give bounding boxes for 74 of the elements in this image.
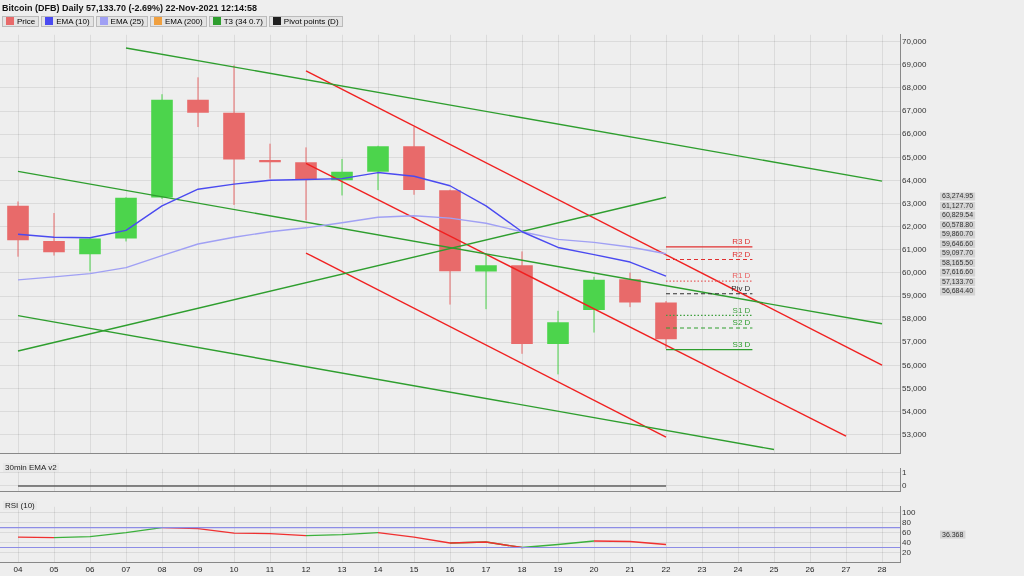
y-tick-label: 0 [902,481,907,491]
y-tick-label: 100 [902,507,916,517]
y-tick-label: 57,000 [902,337,928,347]
ref-line-label: S1 D [732,305,751,315]
x-tick-label: 04 [13,565,23,575]
x-tick-label: 06 [85,565,95,575]
y-tick-label: 64,000 [902,175,928,185]
legend-label: Pivot points (D) [283,16,339,26]
y-tick-label: 20 [902,547,912,557]
x-tick-label: 10 [229,565,239,575]
x-tick-label: 28 [877,565,887,575]
ref-line-label: R2 D [732,249,751,259]
chart-title: Bitcoin (DFB) Daily 57,133.70 (-2.69%) 22-Nov-2021 12:14:58 [2,2,258,15]
x-tick-label: 21 [625,565,635,575]
x-tick-label: 09 [193,565,203,575]
x-tick-label: 05 [49,565,59,575]
y-tick-label: 54,000 [902,406,928,416]
y-tick-label: 55,000 [902,383,928,393]
y-tick-label: 61,000 [902,244,928,254]
y-tick-label: 58,000 [902,314,928,324]
ref-line-label: R1 D [732,271,751,281]
y-tick-label: 60,000 [902,268,928,278]
candlestick [43,212,65,257]
x-tick-label: 20 [589,565,599,575]
y-tick-label: 62,000 [902,221,928,231]
legend-label: EMA (10) [56,16,90,26]
y-tick-label: 67,000 [902,106,928,116]
legend-label: EMA (200) [164,16,203,26]
ref-line-label: S3 D [732,339,751,349]
y-tick-label: 65,000 [902,152,928,162]
legend-label: Price [17,16,36,26]
candlestick [295,146,317,221]
candlestick [619,272,641,308]
y-tick-label: 40 [902,537,912,547]
chart-title: 30min EMA v2 [3,463,59,472]
y-tick-label: 69,000 [902,60,928,70]
candlestick [259,143,281,180]
y-tick-label: 80 [902,517,912,527]
candlestick [547,310,569,375]
x-tick-label: 08 [157,565,167,575]
x-tick-label: 22 [661,565,671,575]
x-tick-label: 23 [697,565,707,575]
x-tick-label: 26 [805,565,815,575]
y-tick-label: 68,000 [902,83,928,93]
y-tick-label: 70,000 [902,36,928,46]
chart-title: RSI (10) [3,501,37,510]
x-tick-label: 16 [445,565,455,575]
x-tick-label: 17 [481,565,491,575]
y-tick-label: 63,000 [902,198,928,208]
x-tick-label: 12 [301,565,311,575]
x-tick-label: 11 [265,565,275,575]
x-tick-label: 07 [121,565,131,575]
x-tick-label: 27 [841,565,851,575]
x-tick-label: 14 [373,565,383,575]
y-tick-label: 56,000 [902,360,928,370]
y-tick-label: 1 [902,467,907,477]
x-tick-label: 19 [553,565,563,575]
x-tick-label: 25 [769,565,779,575]
ref-line-label: S2 D [732,318,751,328]
ref-line-label: R3 D [732,237,751,247]
legend-label: EMA (25) [110,16,144,26]
x-tick-label: 24 [733,565,743,575]
x-tick-label: 18 [517,565,527,575]
x-tick-label: 15 [409,565,419,575]
y-tick-label: 60 [902,527,912,537]
y-tick-label: 59,000 [902,291,928,301]
y-tick-label: 66,000 [902,129,928,139]
x-tick-label: 13 [337,565,347,575]
ref-line-label: Piv D [731,283,751,293]
y-tick-label: 53,000 [902,429,928,439]
candlestick [475,254,497,310]
candlestick [79,237,101,272]
candlestick [187,76,209,128]
legend-label: T3 (34 0.7) [223,16,263,26]
